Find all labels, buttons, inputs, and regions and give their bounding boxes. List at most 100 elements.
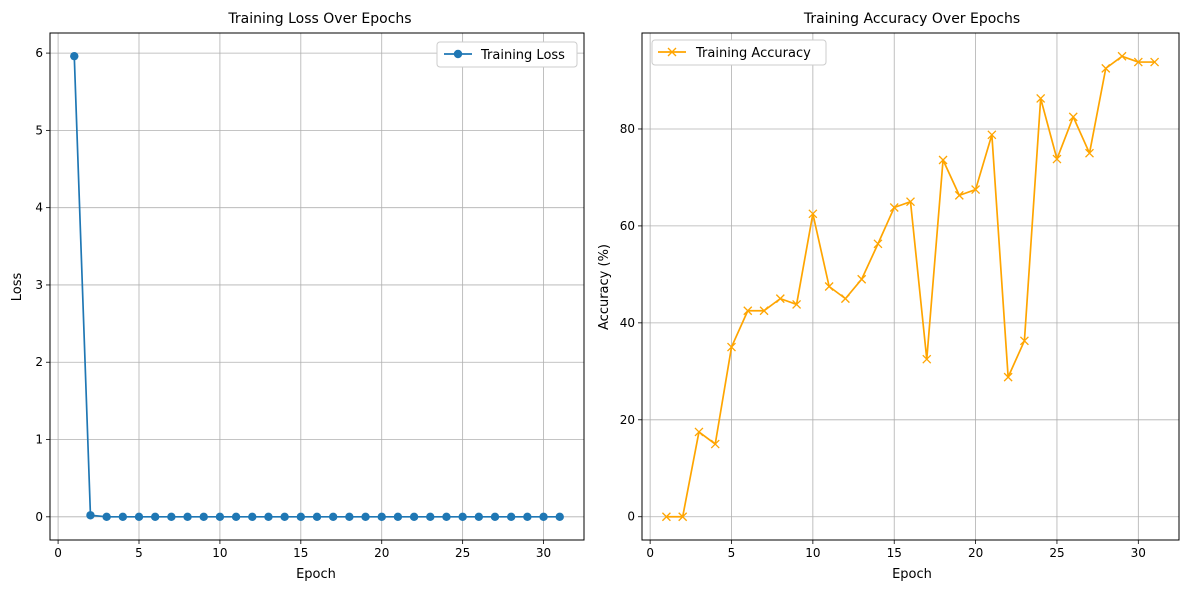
accuracy-y-tick-label: 20 <box>620 413 635 427</box>
loss-x-tick-label: 0 <box>54 546 62 560</box>
loss-y-tick-label: 5 <box>35 123 43 137</box>
accuracy-data-point <box>1085 148 1094 158</box>
accuracy-data-point <box>1019 336 1029 346</box>
accuracy-x-tick-label: 20 <box>968 546 983 560</box>
accuracy-x-tick-label: 15 <box>887 546 902 560</box>
loss-data-point <box>426 512 435 522</box>
accuracy-data-point <box>1101 63 1111 73</box>
accuracy-chart-panel: Training Accuracy Over Epochs 0 5 10 15 20 25… <box>597 11 1180 582</box>
accuracy-data-point-stroke-b <box>857 274 867 284</box>
accuracy-data-point <box>1052 154 1062 164</box>
accuracy-data-point-stroke-b <box>889 203 899 212</box>
accuracy-data-point <box>759 306 769 316</box>
accuracy-data-point <box>906 197 915 207</box>
accuracy-x-tick-label: 0 <box>646 546 654 560</box>
accuracy-data-point-stroke-b <box>808 209 818 219</box>
loss-legend-box <box>436 41 578 68</box>
loss-y-tick-label: 2 <box>35 355 43 369</box>
accuracy-data-point <box>873 239 883 249</box>
accuracy-chart-title: Training Accuracy Over Epochs <box>803 11 1020 27</box>
accuracy-data-point <box>792 299 802 309</box>
accuracy-data-point-stroke-b <box>1150 57 1160 67</box>
loss-chart-ylabel: Loss <box>10 273 25 302</box>
accuracy-chart-legend: Training Accuracy <box>651 39 827 66</box>
accuracy-data-point <box>971 185 981 195</box>
loss-data-point <box>118 512 128 522</box>
accuracy-data-point-stroke-b <box>661 512 671 522</box>
accuracy-data-point-stroke-b <box>1019 336 1029 346</box>
accuracy-chart-frame <box>641 32 1180 541</box>
accuracy-chart-plot <box>661 51 1160 522</box>
accuracy-legend-marker <box>667 47 677 57</box>
accuracy-data-point <box>1117 51 1127 61</box>
accuracy-data-point <box>987 130 997 140</box>
loss-data-point <box>199 512 208 522</box>
loss-x-tick-label: 25 <box>455 546 470 560</box>
accuracy-legend-label: Training Accuracy <box>695 46 811 61</box>
accuracy-data-point <box>824 282 834 291</box>
accuracy-data-point-stroke-b <box>938 155 948 165</box>
accuracy-data-point <box>743 306 753 316</box>
accuracy-data-point <box>954 190 964 200</box>
loss-data-point <box>361 512 370 522</box>
loss-data-point <box>474 512 484 522</box>
loss-data-point <box>442 512 451 522</box>
accuracy-data-point <box>938 155 948 165</box>
loss-x-tick-label: 10 <box>212 546 227 560</box>
accuracy-data-point-stroke-b <box>1003 372 1013 382</box>
accuracy-y-tick-label: 60 <box>620 219 635 233</box>
loss-data-point <box>409 512 419 522</box>
accuracy-data-point-stroke-b <box>1101 63 1111 73</box>
accuracy-data-point-stroke-b <box>1133 57 1143 67</box>
loss-data-point <box>328 512 338 522</box>
accuracy-data-point <box>922 354 932 364</box>
accuracy-data-point-stroke-b <box>971 185 981 195</box>
accuracy-data-point-stroke-b <box>873 239 883 249</box>
accuracy-chart-xlabel: Epoch <box>892 567 932 582</box>
loss-chart-title: Training Loss Over Epochs <box>227 11 411 27</box>
loss-data-point <box>458 512 467 522</box>
accuracy-data-point-stroke-b <box>678 512 688 522</box>
accuracy-data-point-stroke-b <box>922 354 932 364</box>
accuracy-data-point-stroke-b <box>1117 51 1127 61</box>
loss-x-tick-label: 20 <box>374 546 389 560</box>
accuracy-chart-ylabel: Accuracy (%) <box>597 244 612 330</box>
accuracy-x-tick-label: 10 <box>805 546 820 560</box>
accuracy-x-tick-label: 30 <box>1131 546 1146 560</box>
loss-legend-marker <box>453 49 463 59</box>
accuracy-data-point-stroke-b <box>775 294 785 304</box>
loss-data-point <box>393 512 403 522</box>
accuracy-y-tick-label: 0 <box>627 510 635 524</box>
accuracy-data-point-stroke-b <box>759 306 769 316</box>
loss-data-point <box>345 512 354 522</box>
accuracy-data-point <box>1003 372 1013 382</box>
accuracy-x-tick-label: 5 <box>728 546 736 560</box>
loss-chart-frame <box>49 32 585 541</box>
accuracy-data-point <box>1068 112 1078 122</box>
accuracy-data-point <box>1150 57 1160 67</box>
accuracy-data-point <box>661 512 671 522</box>
loss-data-point <box>490 512 500 522</box>
loss-y-tick-label: 1 <box>35 433 43 447</box>
accuracy-data-point-stroke-b <box>1068 112 1078 122</box>
loss-data-point <box>296 512 306 522</box>
loss-data-point <box>102 512 111 522</box>
loss-data-point <box>506 512 516 522</box>
loss-chart-grid <box>50 33 584 540</box>
accuracy-data-point <box>694 427 704 437</box>
loss-data-point <box>134 512 144 522</box>
loss-data-point <box>167 512 176 522</box>
loss-data-point <box>150 512 160 522</box>
loss-series-line <box>73 56 560 518</box>
loss-data-point <box>312 512 322 522</box>
loss-chart-panel: Training Loss Over Epochs 0 5 10 15 20 25 3001… <box>10 11 585 582</box>
accuracy-data-point-stroke-b <box>694 427 704 437</box>
accuracy-data-point <box>678 512 688 522</box>
accuracy-data-point <box>840 294 850 304</box>
loss-x-tick-label: 5 <box>135 546 143 560</box>
loss-data-point <box>377 512 386 522</box>
loss-data-point <box>248 512 257 522</box>
accuracy-data-point-stroke-b <box>906 197 915 207</box>
accuracy-series-line <box>666 55 1155 518</box>
accuracy-legend-box <box>651 39 827 66</box>
